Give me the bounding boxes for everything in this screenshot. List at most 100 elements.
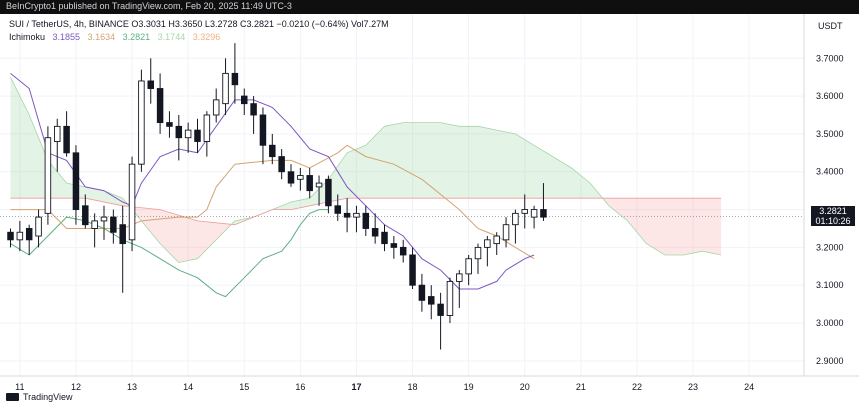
time-axis-label: 20 [520, 382, 530, 392]
candle-bullish [35, 216, 42, 237]
candle-bearish [540, 209, 547, 218]
time-axis-label: 15 [239, 382, 249, 392]
time-axis-label: 22 [632, 382, 642, 392]
time-axis-label: 14 [183, 382, 193, 392]
leading-span-b-line [10, 197, 722, 226]
candle-bearish [110, 216, 117, 233]
lagging-span-line [10, 209, 329, 298]
candle-bullish [484, 239, 491, 248]
cloud-bullish [10, 77, 130, 207]
candle-bullish [315, 182, 323, 188]
candle-bullish [100, 216, 108, 222]
candle-bullish [203, 114, 211, 142]
candle-bullish [222, 72, 229, 105]
published-header-text: BeInCrypto1 published on TradingView.com… [6, 1, 292, 11]
candle-bearish [194, 129, 201, 142]
currency-label: USDT [818, 21, 843, 31]
candle-bearish [240, 95, 248, 105]
conversion-line [10, 73, 535, 290]
time-axis-label: 13 [127, 382, 137, 392]
symbol-ohlc-line: SUI / TetherUS, 4h, BINANCE O3.3031 H3.3… [9, 19, 389, 29]
candle-bearish [437, 303, 444, 316]
time-axis-label: 19 [464, 382, 474, 392]
ichimoku-base-value: 3.1634 [87, 32, 116, 42]
price-axis-label: 2.9000 [816, 356, 844, 366]
tradingview-logo[interactable]: TradingView [6, 392, 73, 402]
candle-bullish [44, 137, 52, 214]
candle-bullish [138, 80, 145, 165]
price-axis-label: 3.7000 [816, 53, 844, 63]
candle-bullish [512, 212, 519, 226]
price-axis-label: 3.6000 [816, 91, 844, 101]
candle-bullish [184, 129, 192, 139]
price-axis-label: 3.5000 [816, 129, 844, 139]
candle-bullish [353, 212, 360, 218]
candle-bullish [212, 99, 220, 116]
candle-bearish [175, 125, 183, 139]
price-axis-label: 3.2000 [816, 242, 844, 252]
ichimoku-lagging-value: 3.2821 [122, 32, 151, 42]
candle-bearish [259, 114, 267, 146]
footer [0, 390, 859, 408]
price-axis-label: 3.1000 [816, 280, 844, 290]
candle-bearish [7, 231, 14, 241]
candle-bearish [147, 80, 154, 89]
last-price-value: 3.2821 [819, 206, 847, 216]
candle-bearish [428, 296, 435, 305]
candle-bullish [446, 280, 454, 316]
candle-bearish [390, 243, 398, 248]
ichimoku-label[interactable]: Ichimoku [9, 32, 46, 42]
candle-bullish [502, 224, 510, 241]
time-axis-label: 16 [295, 382, 305, 392]
candle-bullish [297, 175, 304, 180]
time-axis-label: 11 [15, 382, 24, 392]
ichimoku-span-a-value: 3.1744 [157, 32, 186, 42]
candle-bearish [72, 152, 80, 211]
candle-bearish [269, 144, 276, 158]
candle-bearish [418, 284, 426, 301]
cloud-bearish [604, 198, 722, 255]
candle-bullish [128, 163, 136, 241]
candle-bearish [325, 178, 332, 207]
candle-bearish [362, 212, 370, 229]
candle-bearish [231, 72, 239, 86]
candle-bullish [91, 220, 98, 229]
time-axis-label: 12 [71, 382, 81, 392]
candle-bullish [521, 209, 529, 214]
candle-bullish [456, 273, 463, 282]
candle-bearish [306, 175, 313, 192]
candle-bearish [250, 103, 257, 116]
candle-bearish [399, 246, 407, 256]
candle-bullish [54, 125, 61, 142]
candle-bullish [474, 246, 482, 260]
last-price-tag: 3.2821 01:10:26 [811, 206, 855, 226]
candle-bearish [343, 212, 351, 218]
candle-bearish [82, 205, 89, 226]
cloud-bearish [129, 206, 233, 263]
tradingview-brand-text: TradingView [23, 392, 73, 402]
candle-bearish [287, 171, 295, 184]
candle-bearish [381, 231, 388, 245]
candle-bearish [371, 228, 379, 237]
candle-bearish [25, 228, 33, 241]
bar-countdown: 01:10:26 [815, 216, 851, 226]
time-axis-label: 23 [688, 382, 698, 392]
candle-bearish [156, 88, 164, 124]
published-header-bar: BeInCrypto1 published on TradingView.com… [0, 0, 859, 14]
candle-bearish [63, 125, 70, 154]
candle-bearish [119, 224, 126, 245]
candle-bullish [530, 209, 538, 218]
time-axis-label: 24 [744, 382, 754, 392]
ichimoku-legend: Ichimoku 3.1855 3.1634 3.2821 3.1744 3.3… [9, 31, 389, 44]
candle-bullish [16, 231, 24, 241]
time-axis-label: 21 [576, 382, 586, 392]
price-axis-label: 3.0000 [816, 318, 844, 328]
time-axis-label: 18 [408, 382, 418, 392]
chart-canvas[interactable]: 3.70003.60003.50003.40003.30003.20003.10… [0, 14, 859, 394]
candle-bearish [166, 122, 173, 127]
ichimoku-conversion-value: 3.1855 [52, 32, 81, 42]
chart-legend: SUI / TetherUS, 4h, BINANCE O3.3031 H3.3… [9, 18, 389, 44]
candle-bullish [493, 235, 500, 245]
base-line [10, 144, 535, 260]
tradingview-logo-icon [6, 393, 19, 401]
